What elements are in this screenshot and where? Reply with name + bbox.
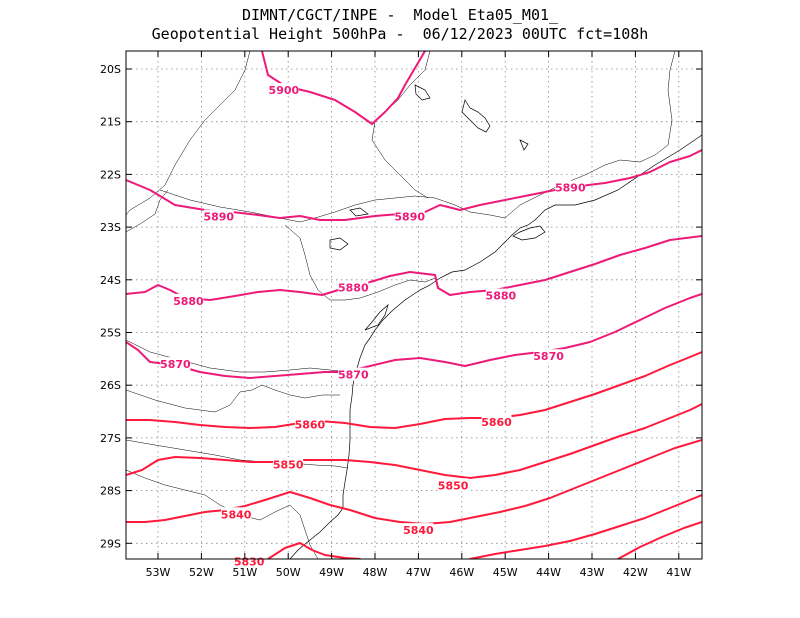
coastline-islands [329,84,546,331]
state-border-mg-rj [504,51,676,219]
state-border-pr-sp [284,224,436,301]
contour-label: 5870 [338,369,369,382]
lat-tick-label: 27S [100,432,121,445]
contour-label: 5900 [269,84,300,97]
lon-tick-label: 51W [232,566,257,579]
lat-tick-label: 23S [100,221,121,234]
lon-tick-label: 41W [666,566,691,579]
contour-layer [126,51,702,559]
contour-label-background [273,457,304,471]
lon-tick-label: 46W [449,566,474,579]
contour-label: 5850 [438,479,469,492]
contour-label: 5860 [481,416,512,429]
contour-label: 5890 [203,211,234,224]
lon-tick-label: 44W [536,566,561,579]
contour-label-background [533,349,564,363]
lon-tick-label: 48W [363,566,388,579]
longitude-axis: 53W 52W 51W 50W 49W 48W 47W 46W 45W 44W 43W 42W 41W [146,51,691,579]
contour-label-background [294,417,325,431]
graticule [126,51,702,559]
lat-tick-label: 28S [100,485,121,498]
contour-label-background [485,288,516,302]
lat-tick-label: 20S [100,63,121,76]
lon-tick-label: 43W [580,566,605,579]
contour-label: 5840 [221,508,252,521]
lon-tick-label: 52W [189,566,214,579]
lon-tick-label: 50W [276,566,301,579]
map-frame [125,50,703,560]
contour-label: 5840 [403,524,434,537]
contour-label: 5880 [338,282,369,295]
lat-tick-label: 21S [100,116,121,129]
contour-5840 [126,439,702,525]
contour-5830 [267,542,361,559]
international-border-argentina [126,384,340,413]
contour-label-background [555,180,586,194]
lon-tick-label: 49W [319,566,344,579]
contour-5820 [617,521,702,559]
lon-tick-label: 53W [146,566,171,579]
state-border-north [126,51,251,216]
lat-tick-label: 26S [100,379,121,392]
contour-label: 5870 [533,350,564,363]
contour-labels: 5900 5890 5890 5890 5880 5880 5880 5870 5870 5870… [160,83,586,569]
lat-tick-label: 25S [100,327,121,340]
state-border-sp-mg [159,189,506,223]
state-border-sc-rs [126,439,349,469]
contour-label-background [234,554,265,568]
contour-5830-east [469,494,702,559]
contour-label-background [438,478,469,492]
lon-tick-label: 45W [493,566,518,579]
contour-label: 5890 [394,211,425,224]
state-border-mg-es [371,51,431,199]
contour-5880 [126,235,702,301]
contour-label: 5890 [555,182,586,195]
contour-5860 [126,351,702,429]
contour-label-background [221,507,252,521]
geography-layer [126,51,702,559]
contour-label-background [403,523,434,537]
contour-label-background [203,209,234,223]
lat-tick-label: 22S [100,168,121,181]
contour-label-background [160,357,191,371]
contour-label-background [481,415,512,429]
lon-tick-label: 47W [406,566,431,579]
contour-label-background [338,367,369,381]
contour-label-background [338,280,369,294]
contour-5890 [126,149,702,221]
contour-5870 [126,293,702,379]
map-subtitle: Geopotential Height 500hPa - 06/12/2023 … [151,25,649,43]
contour-5850 [126,403,702,479]
contour-label-background [268,83,299,97]
contour-label-background [394,209,425,223]
map-title: DIMNT/CGCT/INPE - Model Eta05_M01_ [241,6,559,24]
latitude-axis: 20S 21S 22S 23S 24S 25S 26S 27S 28S 29S [100,63,702,550]
contour-label: 5880 [173,295,204,308]
contour-label: 5860 [295,419,326,432]
coastline [289,51,702,559]
lat-tick-label: 29S [100,537,121,550]
lat-tick-label: 24S [100,274,121,287]
contour-label: 5870 [160,358,191,371]
contour-label: 5850 [273,458,304,471]
lon-tick-label: 42W [623,566,648,579]
contour-label: 5880 [486,290,517,303]
contour-label-background [173,293,204,307]
